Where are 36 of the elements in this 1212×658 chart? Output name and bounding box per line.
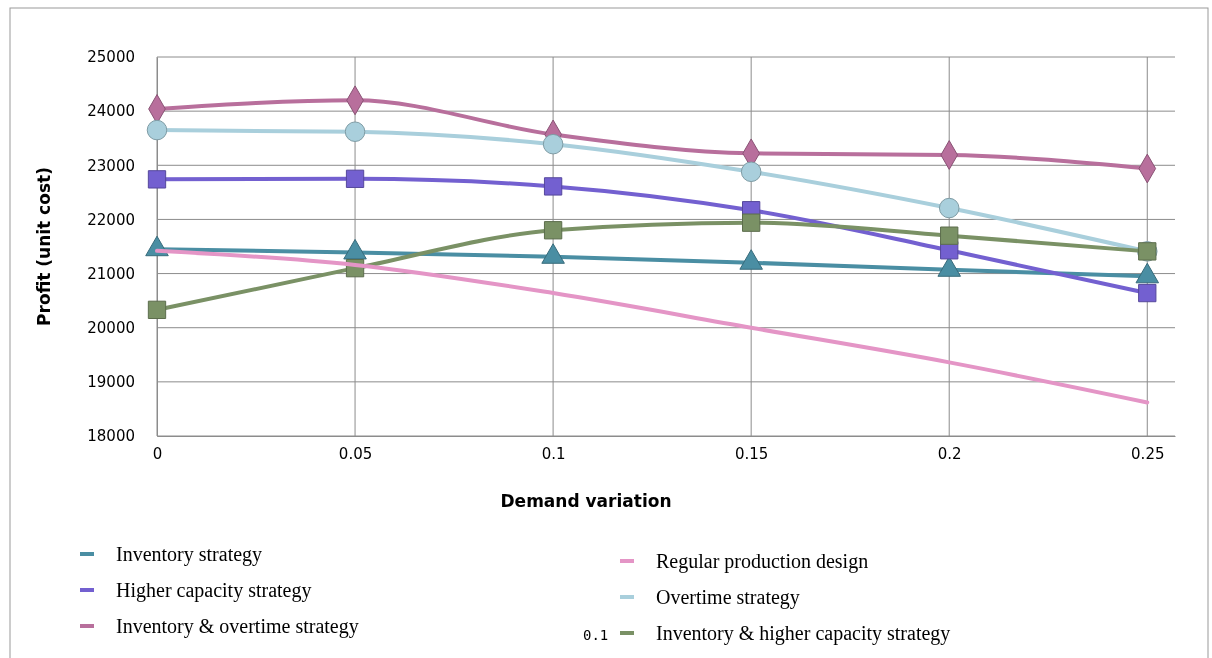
x-tick-label: 0.25 [1131,444,1165,463]
y-tick-label: 18000 [87,427,135,446]
point [938,197,960,219]
x-tick-label: 0 [152,444,163,463]
x-tick-label: 0.1 [541,444,566,463]
point [147,300,167,320]
legend-label: Inventory & higher capacity strategy [656,622,951,645]
point [147,170,167,189]
y-axis-title: Profit (unit cost) [34,167,54,326]
y-tick-label: 19000 [87,373,135,392]
point [542,133,564,155]
y-tick-label: 20000 [87,319,135,338]
y-tick-label: 25000 [87,48,135,67]
x-axis-title: Demand variation [500,491,672,511]
y-tick-label: 23000 [87,156,135,175]
legend-label: Inventory strategy [116,543,263,566]
point [1138,283,1157,303]
y-tick-label: 22000 [87,210,135,229]
text: 0.1 [583,627,609,643]
x-tick-label: 0.05 [338,444,373,463]
legend-label: Higher capacity strategy [116,579,312,602]
point [543,177,563,196]
y-tick-label: 24000 [87,102,135,121]
legend-label: Regular production design [656,550,869,573]
point [344,121,366,142]
x-tick-label: 0.15 [734,444,769,463]
point [740,161,762,183]
point [146,119,168,141]
legend-label: Inventory & overtime strategy [116,615,359,638]
y-tick-label: 21000 [87,264,135,283]
x-tick-label: 0.2 [937,444,962,463]
point [742,213,761,232]
point [543,221,563,240]
point [940,226,959,245]
legend-label: Overtime strategy [656,586,800,609]
point [345,169,365,188]
